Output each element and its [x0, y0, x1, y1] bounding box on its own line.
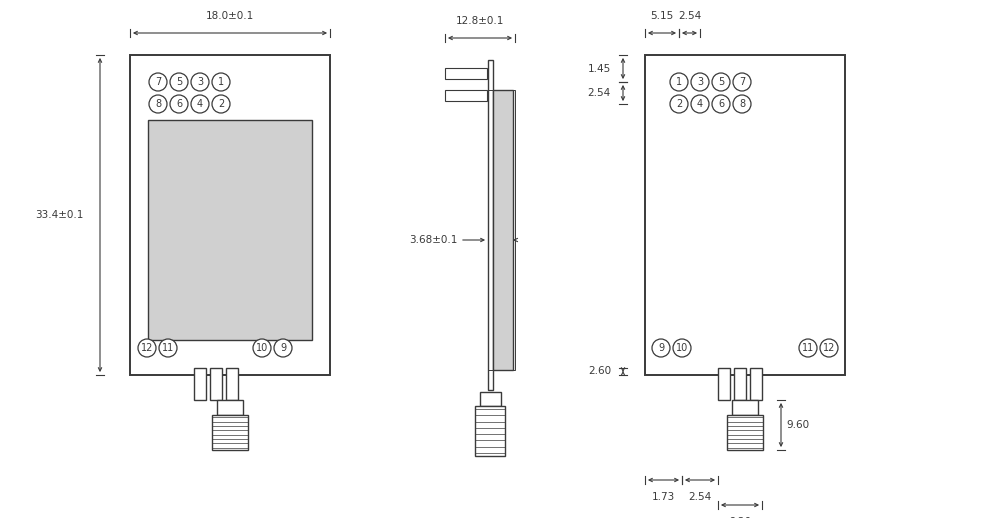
Bar — [488, 60, 493, 390]
Text: 5: 5 — [718, 77, 724, 87]
Circle shape — [170, 95, 188, 113]
Text: 6: 6 — [718, 99, 724, 109]
Bar — [226, 368, 238, 400]
Bar — [488, 90, 515, 370]
Text: 5: 5 — [176, 77, 182, 87]
Bar — [645, 55, 845, 375]
Text: 6: 6 — [176, 99, 182, 109]
Text: 1: 1 — [676, 77, 682, 87]
Text: 3: 3 — [197, 77, 203, 87]
Circle shape — [691, 73, 709, 91]
Text: 33.4±0.1: 33.4±0.1 — [36, 210, 84, 220]
Bar — [210, 368, 222, 400]
Circle shape — [159, 339, 177, 357]
Text: 8: 8 — [739, 99, 745, 109]
Text: 9: 9 — [280, 343, 286, 353]
Text: 9.60: 9.60 — [786, 420, 809, 430]
Text: 6.20: 6.20 — [728, 517, 752, 518]
Circle shape — [149, 95, 167, 113]
Text: 2.54: 2.54 — [588, 88, 611, 98]
Text: 2: 2 — [676, 99, 682, 109]
Text: 11: 11 — [162, 343, 174, 353]
Bar — [148, 120, 312, 340]
Circle shape — [212, 73, 230, 91]
Circle shape — [820, 339, 838, 357]
Bar — [493, 90, 513, 370]
Bar — [475, 406, 505, 456]
Circle shape — [712, 95, 730, 113]
Circle shape — [652, 339, 670, 357]
Circle shape — [670, 95, 688, 113]
Circle shape — [670, 73, 688, 91]
Text: 9: 9 — [658, 343, 664, 353]
Text: 2: 2 — [218, 99, 224, 109]
Bar — [727, 415, 763, 450]
Bar — [480, 392, 501, 406]
Text: 7: 7 — [155, 77, 161, 87]
Text: 18.0±0.1: 18.0±0.1 — [206, 11, 254, 21]
Circle shape — [274, 339, 292, 357]
Text: 1: 1 — [218, 77, 224, 87]
Text: 2.54: 2.54 — [688, 492, 712, 502]
Circle shape — [253, 339, 271, 357]
Circle shape — [149, 73, 167, 91]
Circle shape — [170, 73, 188, 91]
Circle shape — [191, 95, 209, 113]
Text: 1.73: 1.73 — [652, 492, 675, 502]
Circle shape — [212, 95, 230, 113]
Bar — [194, 368, 206, 400]
Bar — [130, 55, 330, 375]
Text: 8: 8 — [155, 99, 161, 109]
Text: 12: 12 — [141, 343, 153, 353]
Text: 7: 7 — [739, 77, 745, 87]
Bar — [217, 400, 243, 415]
Circle shape — [191, 73, 209, 91]
Circle shape — [138, 339, 156, 357]
Text: 5.15: 5.15 — [650, 11, 674, 21]
Circle shape — [691, 95, 709, 113]
Circle shape — [799, 339, 817, 357]
Text: 11: 11 — [802, 343, 814, 353]
Bar — [718, 368, 730, 400]
Bar — [734, 368, 746, 400]
Circle shape — [673, 339, 691, 357]
Bar — [732, 400, 758, 415]
Text: 12.8±0.1: 12.8±0.1 — [456, 16, 504, 26]
Text: 2.60: 2.60 — [588, 367, 611, 377]
Text: 10: 10 — [256, 343, 268, 353]
Text: 4: 4 — [697, 99, 703, 109]
Bar — [212, 415, 248, 450]
Text: 12: 12 — [823, 343, 835, 353]
Circle shape — [733, 73, 751, 91]
Text: 3: 3 — [697, 77, 703, 87]
Bar — [445, 90, 487, 101]
Bar — [445, 68, 487, 79]
Text: 1.45: 1.45 — [588, 64, 611, 74]
Text: 4: 4 — [197, 99, 203, 109]
Text: 10: 10 — [676, 343, 688, 353]
Circle shape — [733, 95, 751, 113]
Text: 2.54: 2.54 — [678, 11, 701, 21]
Text: 3.68±0.1: 3.68±0.1 — [410, 235, 458, 245]
Bar — [750, 368, 762, 400]
Circle shape — [712, 73, 730, 91]
